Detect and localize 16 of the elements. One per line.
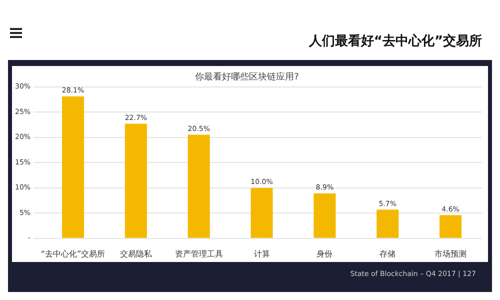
x-tick-label: 身份 (316, 249, 333, 258)
chart-subtitle: 你最看好哪些区块链应用? (195, 72, 300, 83)
x-tick-label: “去中心化”交易所 (40, 249, 106, 258)
x-tick-label: 交易隐私 (120, 249, 153, 258)
x-tick-label: 资产管理工具 (174, 249, 223, 258)
bar (124, 124, 147, 238)
bar (188, 134, 210, 238)
bar (440, 215, 462, 238)
chart-title: 人们最看好“去中心化”交易所 (308, 32, 482, 50)
bar (250, 188, 273, 238)
bar (62, 96, 84, 238)
x-tick-label: 计算 (254, 249, 270, 258)
x-tick-label: 市场预测 (434, 249, 467, 258)
bar (314, 193, 336, 238)
bar (376, 210, 399, 238)
x-tick-label: 存储 (380, 249, 396, 258)
